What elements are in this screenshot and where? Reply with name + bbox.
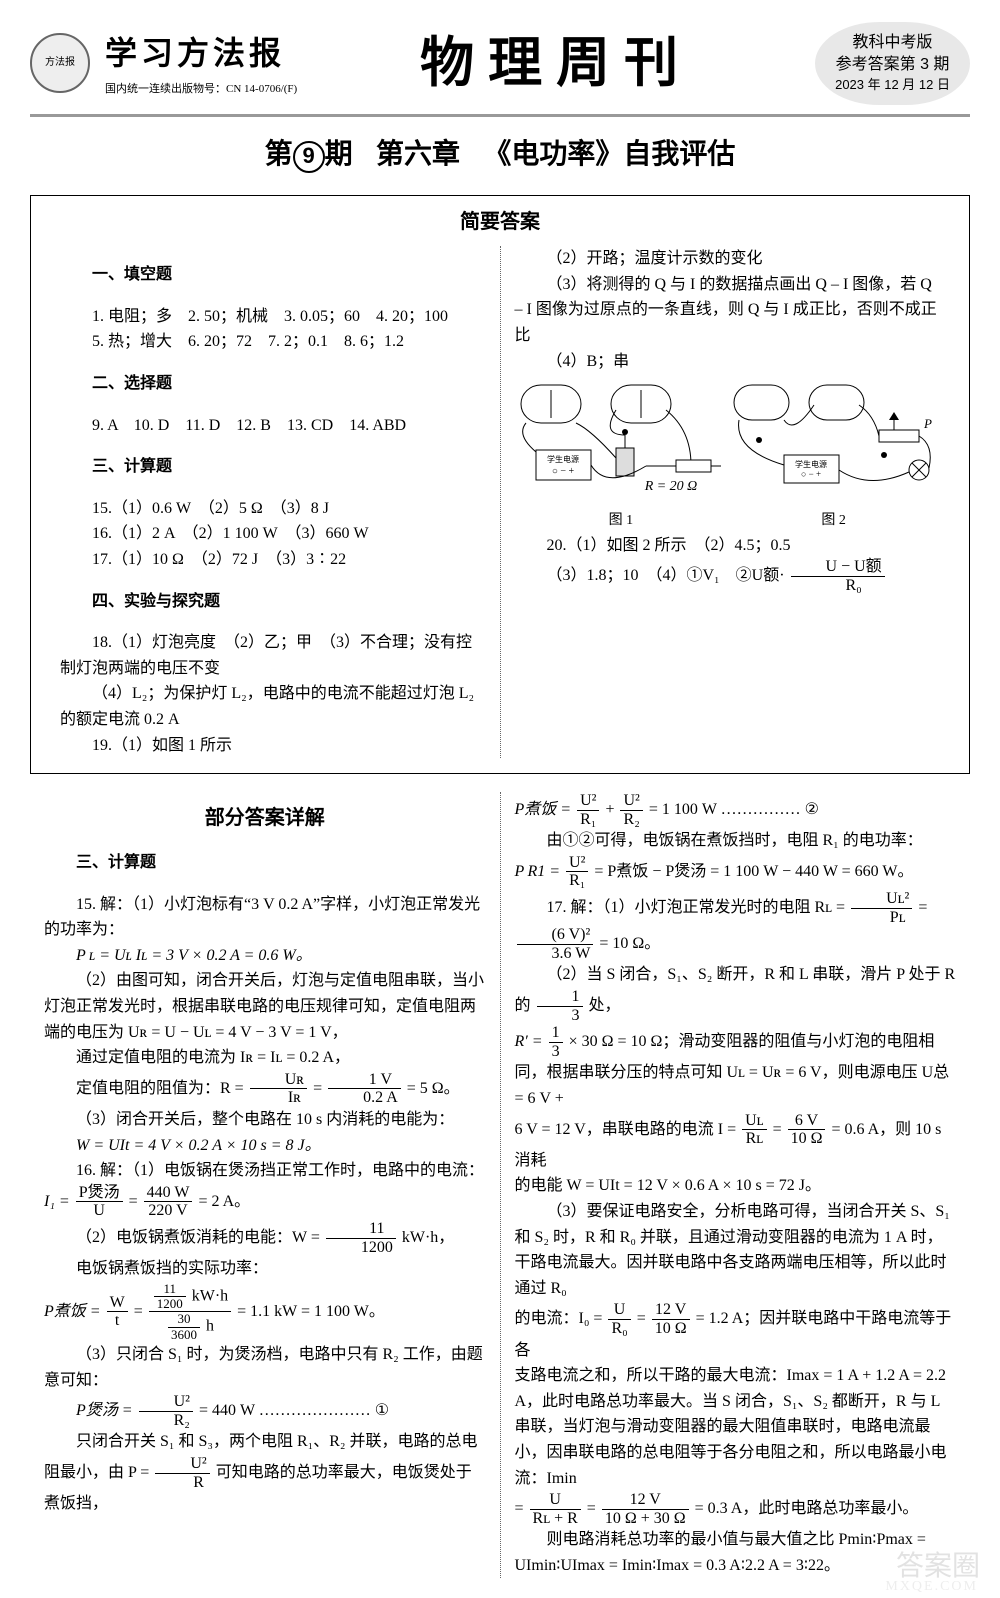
edition-line2: 参考答案第 3 期 <box>835 54 950 76</box>
detail-right-col: P煮饭 = U²R₁ + U²R₂ = 1 100 W …………… ② 由①②可… <box>500 792 971 1578</box>
section-choice: 二、选择题 <box>60 371 486 397</box>
svg-text:○ − +: ○ − + <box>552 466 575 477</box>
detail-line: 16. 解：（1）电饭锅在煲汤挡正常工作时，电路中的电流： <box>44 1158 486 1184</box>
brief-right-col: （2）开路；温度计示数的变化 （3）将测得的 Q 与 I 的数据描点画出 Q –… <box>500 246 955 758</box>
issue-number-circled: 9 <box>293 141 325 173</box>
detail-heading: 部分答案详解 <box>44 802 486 834</box>
section-calc: 三、计算题 <box>44 850 486 876</box>
brief-line: 18.（1）灯泡亮度 （2）乙；甲 （3）不合理；没有控制灯泡两端的电压不变 <box>60 630 486 681</box>
brief-heading: 简要答案 <box>46 206 954 238</box>
circuit-diagram-1-icon: 学生电源 ○ − + <box>516 380 726 510</box>
detail-line: （3）要保证电路安全，分析电路可得，当闭合开关 S、S₁ 和 S₂ 时，R 和 … <box>515 1199 957 1301</box>
svg-text:学生电源: 学生电源 <box>795 459 827 469</box>
svg-text:R = 20 Ω: R = 20 Ω <box>644 479 698 494</box>
issn-number: 国内统一连续出版物号：CN 14-0706/(F) <box>105 81 297 99</box>
detail-line: 则电路消耗总功率的最小值与最大值之比 Pmin∶Pmax = UImin∶UIm… <box>515 1527 957 1578</box>
edition-badge: 教科中考版 参考答案第 3 期 2023 年 12 月 12 日 <box>815 22 970 105</box>
detail-line: 的电流：I₀ = UR₀ = 12 V10 Ω = 1.2 A；因并联电路中干路… <box>515 1301 957 1363</box>
detail-line: W = UIt = 4 V × 0.2 A × 10 s = 8 J。 <box>44 1133 486 1159</box>
brief-line: （4）L₂；为保护灯 L₂，电路中的电流不能超过灯泡 L₂ 的额定电流 0.2 … <box>60 681 486 732</box>
section-calc: 三、计算题 <box>60 454 486 480</box>
section-fill: 一、填空题 <box>60 262 486 288</box>
chapter-label: 第六章 <box>376 138 460 169</box>
detail-line: = URʟ + R = 12 V10 Ω + 30 Ω = 0.3 A，此时电路… <box>515 1491 957 1527</box>
detail-line: （2）电饭锅煮饭消耗的电能：W = 111200 kW·h， <box>44 1220 486 1256</box>
newspaper-block: 学习方法报 国内统一连续出版物号：CN 14-0706/(F) <box>105 28 297 99</box>
figure-2: 学生电源 ○ − + P <box>729 380 939 532</box>
brief-line: 5. 热；增大 6. 20；72 7. 2；0.1 8. 6；1.2 <box>60 329 486 355</box>
detail-line: 6 V = 12 V，串联电路的电流 I = UʟRʟ = 6 V10 Ω = … <box>515 1112 957 1174</box>
publisher-logo: 方法报 <box>30 33 90 93</box>
brief-line: （4）B；串 <box>515 349 941 375</box>
masthead: 方法报 学习方法报 国内统一连续出版物号：CN 14-0706/(F) 物理周刊… <box>30 20 970 117</box>
figure-row: 学生电源 ○ − + <box>515 380 941 532</box>
brief-line: 19.（1）如图 1 所示 <box>60 733 486 759</box>
detail-line: P煮饭 = U²R₁ + U²R₂ = 1 100 W …………… ② <box>515 792 957 828</box>
issue-suffix: 期 <box>325 138 353 169</box>
issue-title: 第9期 第六章 《电功率》自我评估 <box>30 132 970 177</box>
figure-1-label: 图 1 <box>516 510 726 532</box>
detail-line: 的电能 W = UIt = 12 V × 0.6 A × 10 s = 72 J… <box>515 1173 957 1199</box>
journal-title: 物理周刊 <box>312 20 800 106</box>
detail-columns: 部分答案详解 三、计算题 15. 解：（1）小灯泡标有“3 V 0.2 A”字样… <box>30 792 970 1578</box>
detail-line: 电饭锅煮饭挡的实际功率： <box>44 1256 486 1282</box>
edition-line1: 教科中考版 <box>835 32 950 54</box>
detail-line: P ʟ = Uʟ Iʟ = 3 V × 0.2 A = 0.6 W。 <box>44 943 486 969</box>
detail-line: P煲汤 = U²R₂ = 440 W ………………… ① <box>44 1393 486 1429</box>
brief-line: 20.（1）如图 2 所示 （2）4.5；0.5 <box>515 533 941 559</box>
detail-line: （3）只闭合 S₁ 时，为煲汤档，电路中只有 R₂ 工作，由题意可知： <box>44 1342 486 1393</box>
detail-line: R′ = 13 × 30 Ω = 10 Ω；滑动变阻器的阻值与小灯泡的电阻相同，… <box>515 1024 957 1111</box>
brief-line: （2）开路；温度计示数的变化 <box>515 246 941 272</box>
section-exp: 四、实验与探究题 <box>60 589 486 615</box>
issue-prefix: 第 <box>265 138 293 169</box>
brief-left-col: 一、填空题 1. 电阻；多 2. 50；机械 3. 0.05；60 4. 20；… <box>46 246 500 758</box>
detail-line: 定值电阻的阻值为：R = UʀIʀ = 1 V0.2 A = 5 Ω。 <box>44 1071 486 1107</box>
svg-text:P: P <box>923 416 932 431</box>
brief-line: （3）1.8；10 （4）①V₁ ②U额· U − U额R₀ <box>515 558 941 594</box>
detail-line: （3）闭合开关后，整个电路在 10 s 内消耗的电能为： <box>44 1107 486 1133</box>
brief-line: 17.（1）10 Ω （2）72 J （3）3∶22 <box>60 547 486 573</box>
detail-line: （2）当 S 闭合，S₁、S₂ 断开，R 和 L 串联，滑片 P 处于 R 的 … <box>515 962 957 1024</box>
detail-line: 通过定值电阻的电流为 Iʀ = Iʟ = 0.2 A， <box>44 1045 486 1071</box>
watermark-url: MXQE.COM <box>885 1576 978 1598</box>
brief-line: （3）将测得的 Q 与 I 的数据描点画出 Q – I 图像，若 Q – I 图… <box>515 272 941 349</box>
brief-line: 15.（1）0.6 W （2）5 Ω （3）8 J <box>60 496 486 522</box>
figure-2-label: 图 2 <box>729 510 939 532</box>
detail-line: I₁ = P煲汤U = 440 W220 V = 2 A。 <box>44 1184 486 1220</box>
circuit-diagram-2-icon: 学生电源 ○ − + P <box>729 380 939 510</box>
detail-line: （2）由图可知，闭合开关后，灯泡与定值电阻串联，当小灯泡正常发光时，根据串联电路… <box>44 968 486 1045</box>
brief-line: 1. 电阻；多 2. 50；机械 3. 0.05；60 4. 20；100 <box>60 304 486 330</box>
brief-answers-box: 简要答案 一、填空题 1. 电阻；多 2. 50；机械 3. 0.05；60 4… <box>30 195 970 774</box>
detail-left-col: 部分答案详解 三、计算题 15. 解：（1）小灯泡标有“3 V 0.2 A”字样… <box>30 792 500 1578</box>
detail-line: P R1 = U²R₁ = P煮饭 − P煲汤 = 1 100 W − 440 … <box>515 854 957 890</box>
figure-1: 学生电源 ○ − + <box>516 380 726 532</box>
detail-line: 支路电流之和，所以干路的最大电流：Imax = 1 A + 1.2 A = 2.… <box>515 1363 957 1491</box>
brief-line: 16.（1）2 A （2）1 100 W （3）660 W <box>60 521 486 547</box>
brief-line: 9. A 10. D 11. D 12. B 13. CD 14. ABD <box>60 413 486 439</box>
detail-line: 只闭合开关 S₁ 和 S₃，两个电阻 R₁、R₂ 并联，电路的总电阻最小，由 P… <box>44 1429 486 1516</box>
detail-line: 15. 解：（1）小灯泡标有“3 V 0.2 A”字样，小灯泡正常发光的功率为： <box>44 892 486 943</box>
chapter-title: 《电功率》自我评估 <box>483 138 735 169</box>
edition-date: 2023 年 12 月 12 日 <box>835 76 950 94</box>
detail-line: 17. 解：（1）小灯泡正常发光时的电阻 Rʟ = Uʟ²Pʟ = (6 V)²… <box>515 890 957 962</box>
detail-line: 由①②可得，电饭锅在煮饭挡时，电阻 R₁ 的电功率： <box>515 828 957 854</box>
svg-text:○ − +: ○ − + <box>801 469 821 479</box>
detail-line: P煮饭 = Wt = 111200 kW·h 303600 h = 1.1 kW… <box>44 1282 486 1342</box>
newspaper-name: 学习方法报 <box>105 28 297 79</box>
svg-text:学生电源: 学生电源 <box>547 454 579 464</box>
